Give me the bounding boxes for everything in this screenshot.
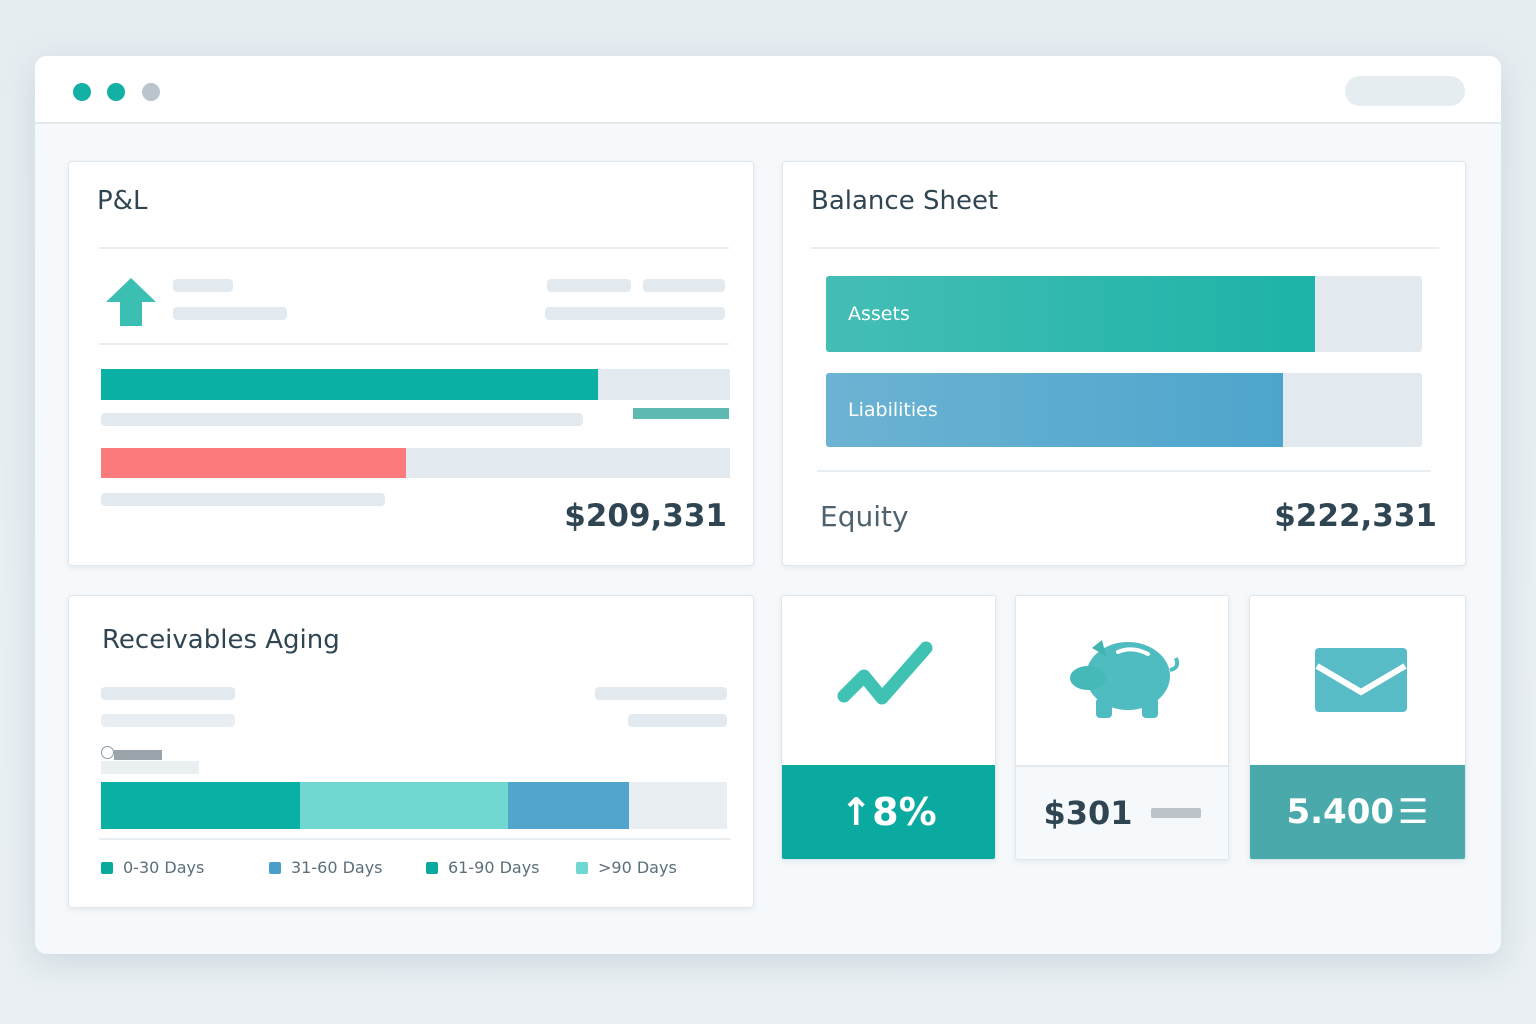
legend-label: 31-60 Days (291, 858, 383, 877)
legend-item: >90 Days (576, 858, 696, 877)
bar-fill (826, 276, 1315, 352)
list-icon: ☰ (1398, 792, 1429, 832)
pnl-total: $209,331 (564, 498, 727, 534)
legend-swatch (426, 861, 438, 874)
window-control-close[interactable] (73, 83, 91, 101)
legend-swatch (269, 861, 281, 874)
equity-label: Equity (820, 500, 909, 533)
arrow-up-icon (106, 278, 156, 326)
bar-fill (826, 373, 1283, 447)
savings-value: $301 (1043, 794, 1133, 832)
revenue-bar (101, 369, 730, 400)
aging-legend: 0-30 Days 31-60 Days 61-90 Days >90 Days (101, 858, 696, 877)
savings-tile[interactable]: $301 (1015, 595, 1229, 860)
pnl-card: P&L $209,331 (68, 161, 754, 566)
legend-label: >90 Days (598, 858, 677, 877)
window-control-maximize[interactable] (142, 83, 160, 101)
expense-bar (101, 448, 730, 478)
growth-tile[interactable]: ↑8% (781, 595, 996, 860)
legend-swatch (576, 861, 588, 874)
legend-item: 31-60 Days (269, 858, 426, 877)
piggy-bank-icon (1070, 640, 1180, 718)
balance-title: Balance Sheet (811, 186, 999, 216)
envelope-icon (1315, 648, 1407, 712)
aging-stacked-bar (101, 782, 727, 829)
search-pill[interactable] (1345, 76, 1465, 106)
legend-item: 0-30 Days (101, 858, 269, 877)
legend-item: 61-90 Days (426, 858, 576, 877)
assets-bar: Assets (826, 276, 1422, 352)
aging-segment (101, 782, 301, 829)
messages-value: 5.400 (1286, 792, 1395, 832)
pnl-title: P&L (97, 186, 148, 216)
liabilities-bar: Liabilities (826, 373, 1422, 447)
trend-up-icon (837, 641, 933, 705)
window-control-minimize[interactable] (107, 83, 125, 101)
bar-fill (101, 448, 407, 478)
aging-segment (300, 782, 508, 829)
balance-sheet-card: Balance Sheet Assets Liabilities Equity … (782, 161, 1466, 566)
receivables-aging-card: Receivables Aging 0-30 Days 31-60 Days 61-… (68, 595, 754, 908)
equity-value: $222,331 (1274, 498, 1437, 534)
toggle-radio[interactable] (101, 746, 114, 759)
bar-fill (101, 369, 598, 400)
growth-value: ↑8% (782, 765, 995, 859)
assets-label: Assets (848, 303, 910, 325)
aging-segment (507, 782, 629, 829)
legend-label: 61-90 Days (448, 858, 540, 877)
receivables-title: Receivables Aging (102, 625, 340, 655)
title-bar (35, 56, 1501, 124)
messages-tile[interactable]: 5.400 ☰ (1249, 595, 1466, 860)
legend-label: 0-30 Days (123, 858, 205, 877)
liabilities-label: Liabilities (848, 399, 938, 421)
legend-swatch (101, 861, 113, 874)
